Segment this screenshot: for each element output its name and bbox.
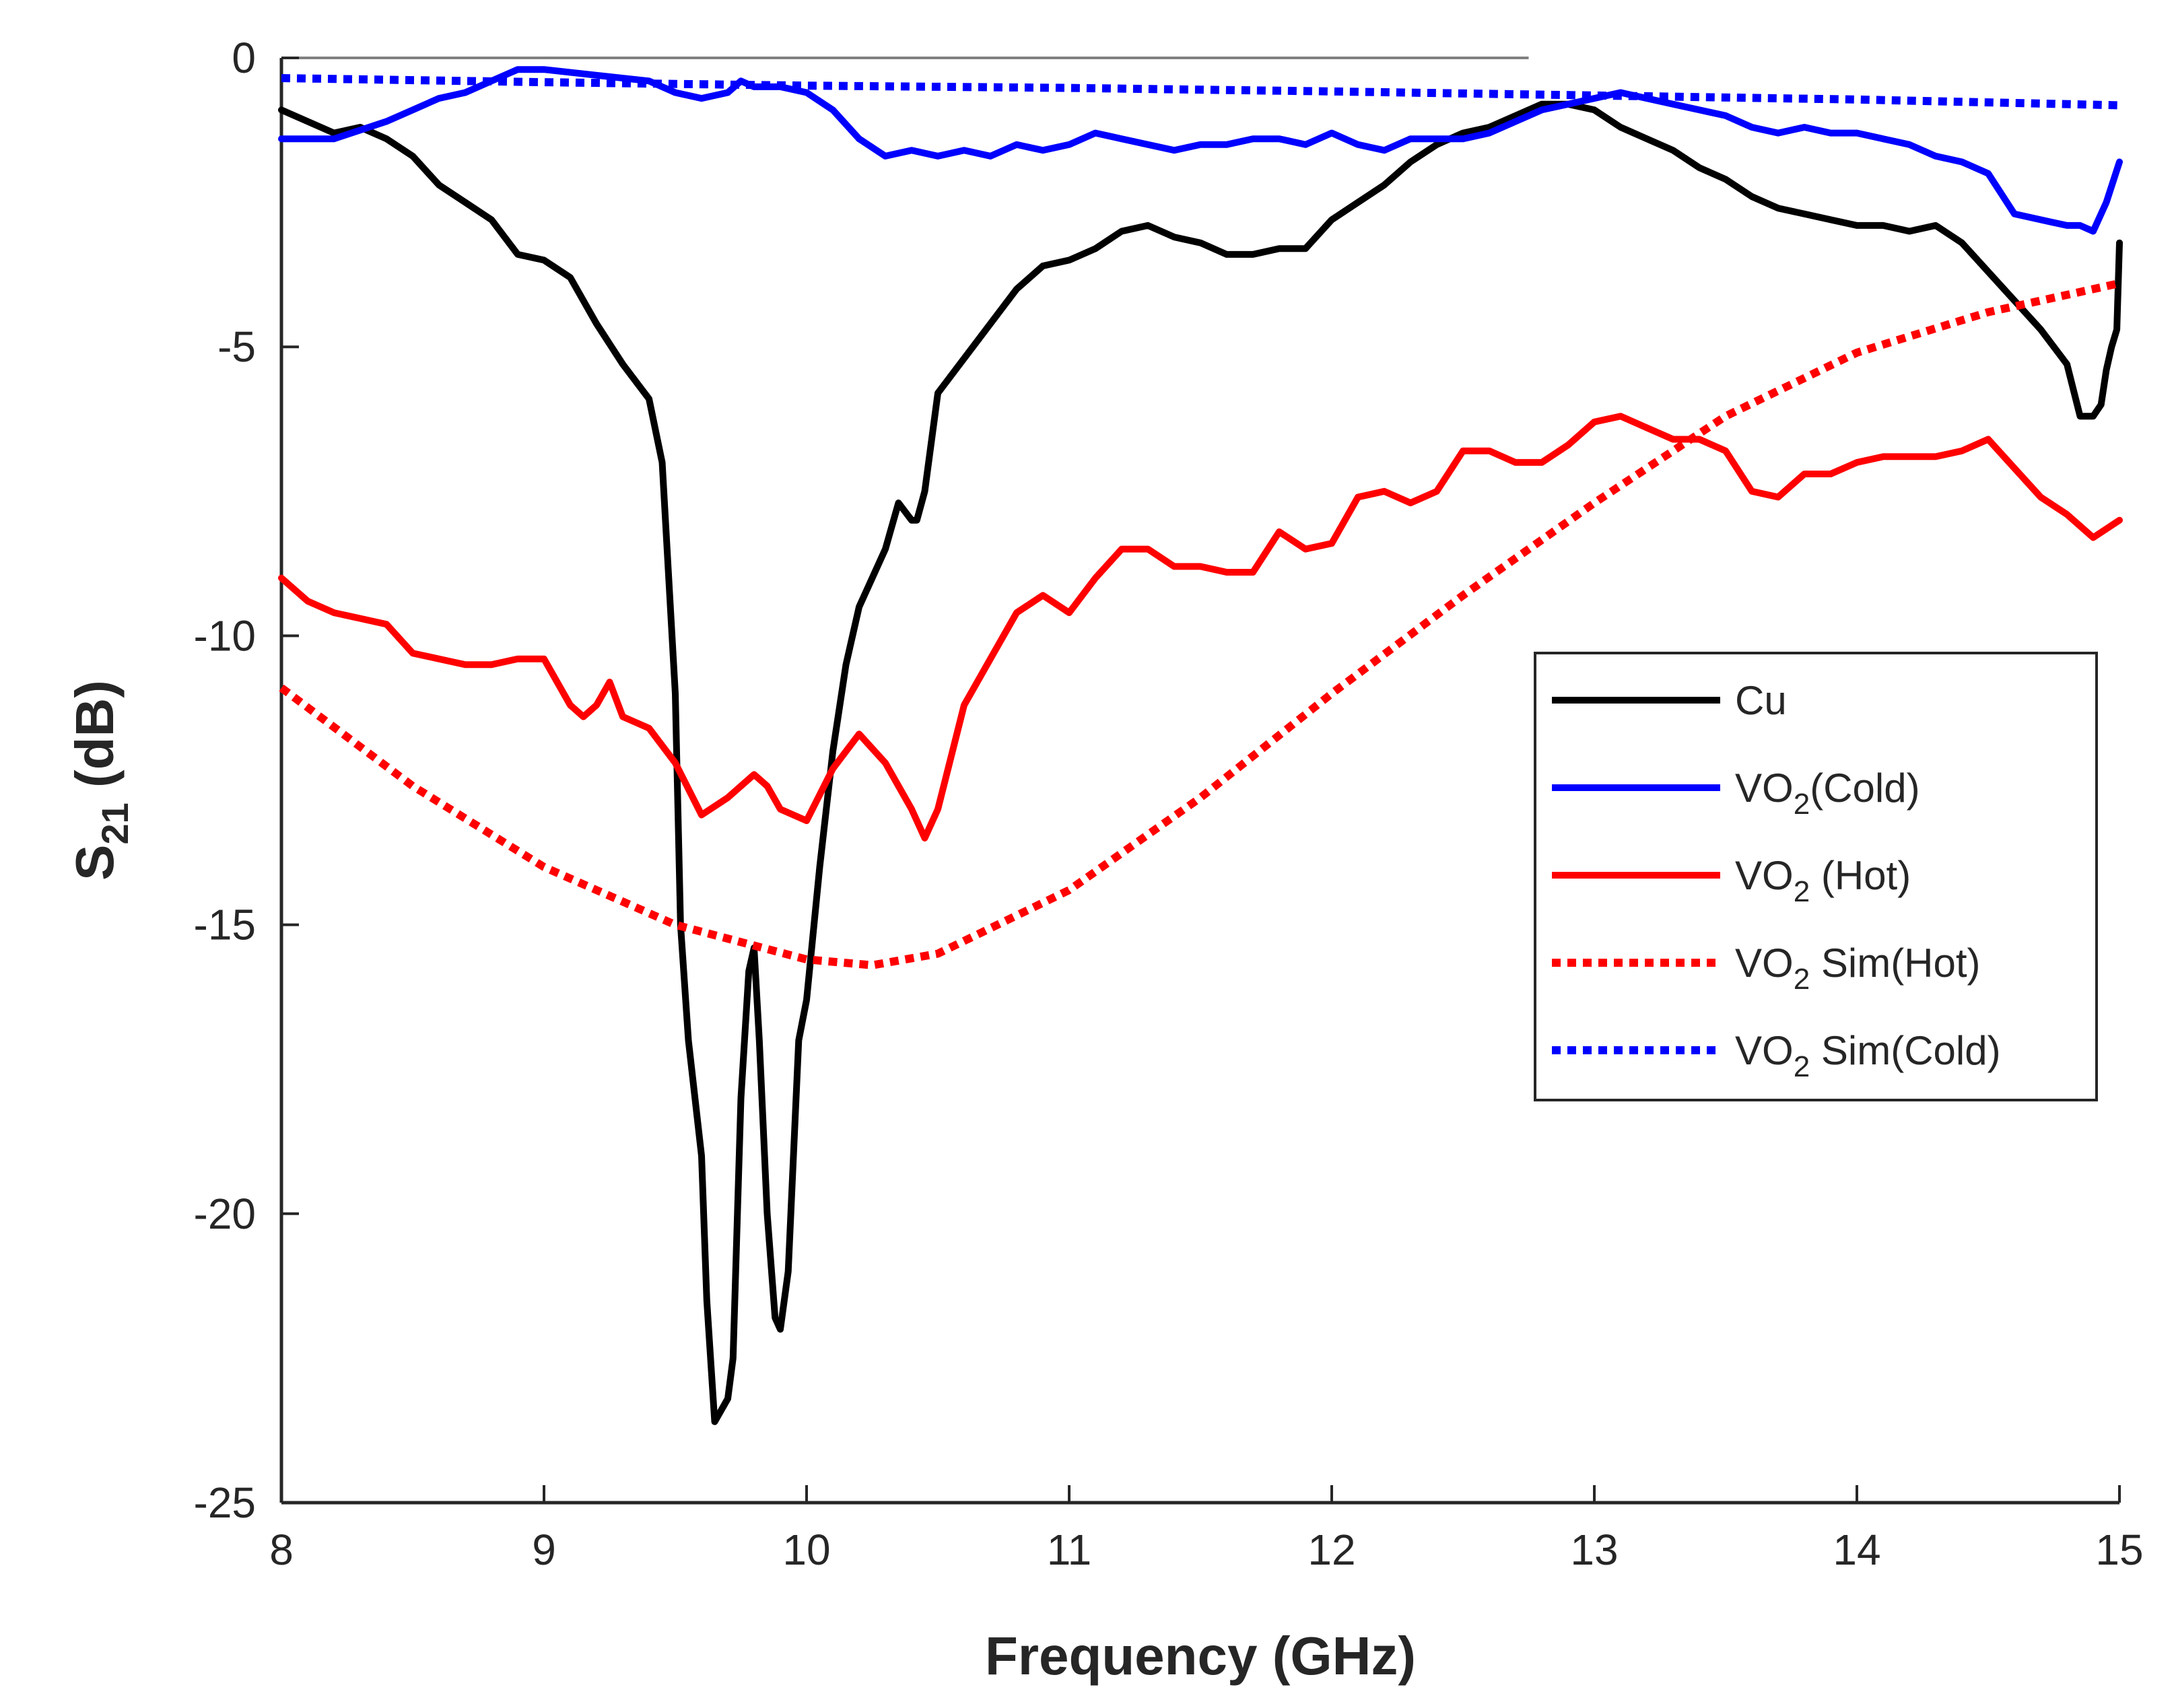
y-axis-title-suffix: (dB): [65, 680, 125, 802]
x-tick-label: 12: [1307, 1526, 1355, 1574]
legend-label: VO2 Sim(Hot): [1735, 941, 1981, 996]
legend-label: VO2 (Hot): [1735, 853, 1911, 908]
x-tick-label: 9: [532, 1526, 556, 1574]
legend-label-main: VO: [1735, 1028, 1794, 1073]
x-tick-label: 14: [1833, 1526, 1880, 1574]
legend-label-main: VO: [1735, 853, 1794, 898]
legend-label-main: VO: [1735, 765, 1794, 811]
x-tick-label: 15: [2095, 1526, 2143, 1574]
y-axis-title-sub: 21: [94, 802, 136, 844]
legend-label: Cu: [1735, 678, 1787, 723]
x-tick-label: 13: [1570, 1526, 1618, 1574]
series-line-4: [279, 279, 2121, 969]
legend-label-sub: 2: [1794, 963, 1810, 996]
series-line-5: [281, 74, 2120, 110]
x-ticks: 8 9 10 11 12 13 14 15: [269, 1485, 2144, 1574]
legend-label-sub: 2: [1794, 875, 1810, 908]
series-line-1: [278, 100, 2123, 1425]
x-tick-label: 11: [1047, 1526, 1091, 1574]
legend-label-rest: Sim(Cold): [1810, 1028, 2000, 1073]
y-tick-label: -10: [194, 611, 257, 660]
legend-label: VO2(Cold): [1735, 765, 1920, 821]
x-tick-label: 10: [782, 1526, 830, 1574]
legend-label-rest: (Hot): [1810, 853, 1911, 898]
y-tick-label: 0: [232, 34, 256, 82]
y-tick-label: -20: [194, 1190, 257, 1238]
axes: [279, 58, 2119, 1505]
y-tick-label: -25: [194, 1478, 257, 1527]
legend-label: VO2 Sim(Cold): [1735, 1028, 2001, 1083]
legend-label-main: VO: [1735, 941, 1794, 986]
series-line-3: [278, 413, 2123, 842]
y-tick-label: -15: [194, 901, 257, 949]
y-axis-title: S21 (dB): [65, 680, 136, 881]
legend-label-rest: (Cold): [1810, 765, 1920, 811]
legend-label-sub: 2: [1794, 1050, 1810, 1083]
x-axis-title: Frequency (GHz): [985, 1626, 1416, 1686]
series-layer: [278, 66, 2123, 1425]
y-axis-title-main: S: [65, 845, 125, 881]
series-line-2: [278, 66, 2123, 235]
y-tick-label: -5: [217, 322, 256, 371]
y-ticks: 0 -5 -10 -15 -20 -25: [194, 34, 299, 1527]
legend-label-sub: 2: [1794, 788, 1810, 821]
legend-label-main: Cu: [1735, 678, 1787, 723]
legend-label-rest: Sim(Hot): [1810, 941, 1980, 986]
x-tick-label: 8: [269, 1526, 294, 1574]
